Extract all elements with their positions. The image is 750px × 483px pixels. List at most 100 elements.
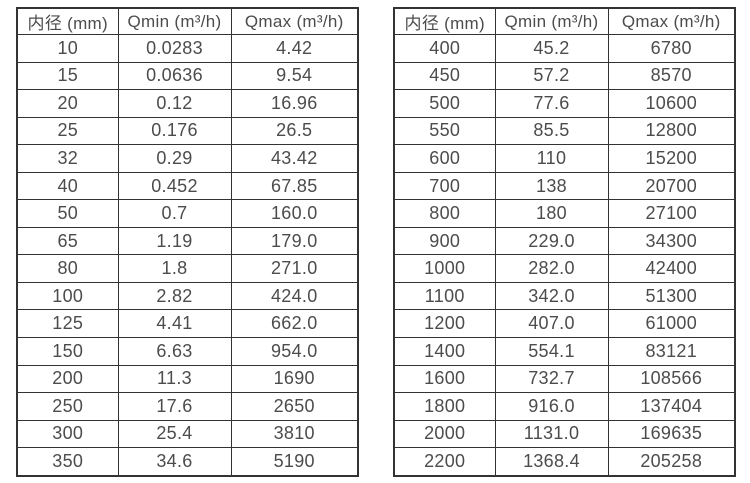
table-cell: 1200 — [393, 309, 496, 339]
flow-rate-table-large-diameters: 内径 (mm) Qmin (m³/h) Qmax (m³/h) 400 45.2 6… — [393, 7, 736, 477]
table-body: 10 0.0283 4.42 15 0.0636 9.54 20 0.12 16.96 25 0.1… — [16, 34, 359, 477]
table-cell: 4.42 — [230, 34, 359, 63]
table-cell: 1100 — [393, 281, 496, 311]
table-row: 80 1.8 271.0 — [16, 254, 359, 283]
flow-rate-table-small-diameters: 内径 (mm) Qmin (m³/h) Qmax (m³/h) 10 0.0283… — [16, 7, 359, 477]
header-row: 内径 (mm) Qmin (m³/h) Qmax (m³/h) — [393, 7, 736, 35]
table-cell: 0.7 — [117, 199, 232, 228]
table-cell: 600 — [393, 144, 496, 173]
table-cell: 1000 — [393, 254, 496, 283]
table-cell: 180 — [494, 199, 609, 228]
table-row: 200 11.3 1690 — [16, 364, 359, 394]
table-cell: 3810 — [230, 419, 359, 449]
table-cell: 1690 — [230, 364, 359, 394]
table-row: 900 229.0 34300 — [393, 226, 736, 256]
table-row: 600 110 15200 — [393, 144, 736, 173]
table-cell: 1368.4 — [494, 447, 609, 477]
table-cell: 179.0 — [230, 226, 359, 256]
table-cell: 2000 — [393, 419, 496, 449]
table-row: 500 77.6 10600 — [393, 89, 736, 118]
table-cell: 2200 — [393, 447, 496, 477]
table-cell: 34.6 — [117, 447, 232, 477]
table-cell: 100 — [16, 281, 119, 311]
table-row: 1400 554.1 83121 — [393, 337, 736, 366]
table-row: 125 4.41 662.0 — [16, 309, 359, 339]
table-cell: 34300 — [607, 226, 736, 256]
table-row: 1200 407.0 61000 — [393, 309, 736, 339]
table-cell: 0.0636 — [117, 61, 232, 91]
table-cell: 108566 — [607, 364, 736, 394]
table-row: 10 0.0283 4.42 — [16, 34, 359, 63]
table-cell: 0.12 — [117, 89, 232, 118]
table-cell: 32 — [16, 144, 119, 173]
table-cell: 40 — [16, 171, 119, 201]
table-cell: 0.452 — [117, 171, 232, 201]
column-header-qmin: Qmin (m³/h) — [494, 7, 609, 35]
table-cell: 2.82 — [117, 281, 232, 311]
table-cell: 160.0 — [230, 199, 359, 228]
table-row: 100 2.82 424.0 — [16, 281, 359, 311]
table-cell: 80 — [16, 254, 119, 283]
table-row: 2200 1368.4 205258 — [393, 447, 736, 477]
table-cell: 9.54 — [230, 61, 359, 91]
table-cell: 554.1 — [494, 337, 609, 366]
table-cell: 43.42 — [230, 144, 359, 173]
table-cell: 282.0 — [494, 254, 609, 283]
table-cell: 400 — [393, 34, 496, 63]
table-cell: 67.85 — [230, 171, 359, 201]
table-cell: 0.29 — [117, 144, 232, 173]
table-cell: 25.4 — [117, 419, 232, 449]
table-row: 350 34.6 5190 — [16, 447, 359, 477]
table-row: 25 0.176 26.5 — [16, 116, 359, 146]
table-cell: 8570 — [607, 61, 736, 91]
table-cell: 1131.0 — [494, 419, 609, 449]
table-cell: 137404 — [607, 392, 736, 421]
column-header-qmax: Qmax (m³/h) — [230, 7, 359, 35]
table-cell: 26.5 — [230, 116, 359, 146]
table-cell: 342.0 — [494, 281, 609, 311]
table-row: 150 6.63 954.0 — [16, 337, 359, 366]
table-cell: 450 — [393, 61, 496, 91]
table-cell: 1400 — [393, 337, 496, 366]
table-cell: 916.0 — [494, 392, 609, 421]
table-cell: 700 — [393, 171, 496, 201]
table-cell: 550 — [393, 116, 496, 146]
table-row: 400 45.2 6780 — [393, 34, 736, 63]
table-cell: 125 — [16, 309, 119, 339]
table-cell: 169635 — [607, 419, 736, 449]
table-cell: 250 — [16, 392, 119, 421]
table-cell: 16.96 — [230, 89, 359, 118]
table-row: 1600 732.7 108566 — [393, 364, 736, 394]
table-cell: 4.41 — [117, 309, 232, 339]
table-body: 400 45.2 6780 450 57.2 8570 500 77.6 10600 550 85.… — [393, 34, 736, 477]
table-cell: 424.0 — [230, 281, 359, 311]
table-cell: 61000 — [607, 309, 736, 339]
table-cell: 0.176 — [117, 116, 232, 146]
table-cell: 12800 — [607, 116, 736, 146]
table-cell: 407.0 — [494, 309, 609, 339]
table-cell: 1.19 — [117, 226, 232, 256]
table-cell: 6.63 — [117, 337, 232, 366]
table-cell: 1.8 — [117, 254, 232, 283]
table-cell: 954.0 — [230, 337, 359, 366]
table-cell: 2650 — [230, 392, 359, 421]
column-header-inner-diameter: 内径 (mm) — [393, 7, 496, 35]
table-cell: 10600 — [607, 89, 736, 118]
table-cell: 15200 — [607, 144, 736, 173]
table-cell: 800 — [393, 199, 496, 228]
table-cell: 1600 — [393, 364, 496, 394]
table-row: 15 0.0636 9.54 — [16, 61, 359, 91]
table-cell: 50 — [16, 199, 119, 228]
table-cell: 350 — [16, 447, 119, 477]
column-header-inner-diameter: 内径 (mm) — [16, 7, 119, 35]
table-row: 800 180 27100 — [393, 199, 736, 228]
table-cell: 77.6 — [494, 89, 609, 118]
table-cell: 0.0283 — [117, 34, 232, 63]
table-cell: 662.0 — [230, 309, 359, 339]
table-cell: 1800 — [393, 392, 496, 421]
table-row: 550 85.5 12800 — [393, 116, 736, 146]
table-cell: 25 — [16, 116, 119, 146]
table-row: 700 138 20700 — [393, 171, 736, 201]
table-cell: 6780 — [607, 34, 736, 63]
